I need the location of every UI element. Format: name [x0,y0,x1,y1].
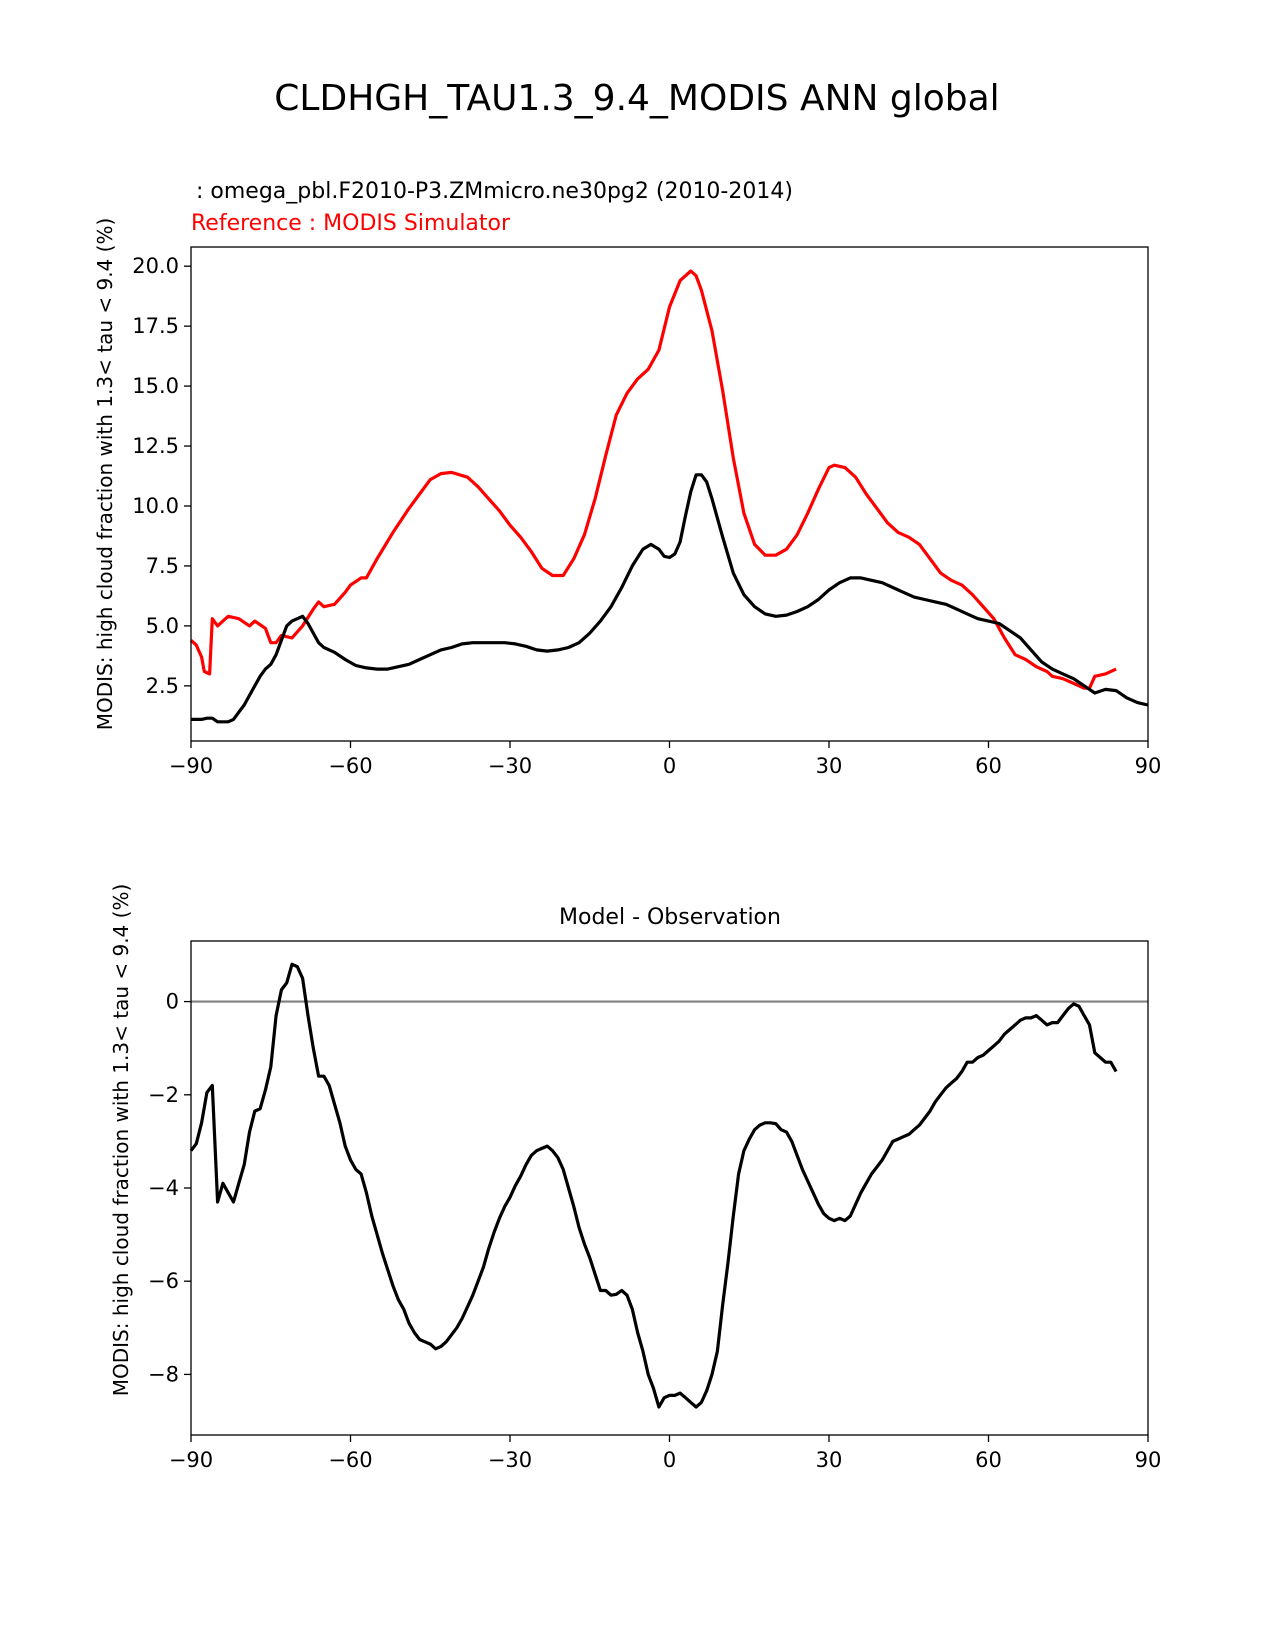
reference-label: Reference : MODIS Simulator [191,211,511,236]
top-y-tick-label: 10.0 [132,494,179,518]
top-series-line-model [191,473,1149,724]
bottom-x-tick-label: 60 [975,1448,1002,1472]
bottom-y-tick-label: −4 [148,1176,179,1200]
bottom-plot-area: −90 −60 −30 0 30 60 90 −8 −6 −4 −2 0 [148,940,1162,1472]
top-x-tick-label: 90 [1135,754,1162,778]
bottom-panel: Model - Observation MODIS: high cloud fr… [109,884,1161,1472]
top-y-tick-label: 20.0 [132,254,179,278]
top-y-tick-label: 5.0 [146,614,179,638]
bottom-x-tick-label: 90 [1135,1448,1162,1472]
top-series-line-reference-modis-simulator [189,269,1117,690]
top-x-tick-label: −30 [488,754,532,778]
figure-title: CLDHGH_TAU1.3_9.4_MODIS ANN global [274,78,999,119]
top-x-tick-label: 30 [816,754,843,778]
bottom-y-axis-label: MODIS: high cloud fraction with 1.3< tau… [109,884,133,1396]
bottom-x-tick-label: −30 [488,1448,532,1472]
bottom-series-line-model-observation [189,962,1118,1409]
top-plot-area: −90 −60 −30 0 30 60 90 2.5 5.0 7.5 10.0 12.5 15.0 17.… [132,246,1162,778]
bottom-x-tick-label: −60 [328,1448,372,1472]
bottom-y-tick-label: −8 [148,1362,179,1386]
bottom-y-tick-label: 0 [166,990,179,1014]
top-x-tick-label: 60 [975,754,1002,778]
test-label: : omega_pbl.F2010-P3.ZMmicro.ne30pg2 (20… [196,179,793,204]
top-y-tick-label: 7.5 [146,554,179,578]
bottom-panel-title: Model - Observation [559,905,781,930]
bottom-x-tick-label: 0 [663,1448,676,1472]
bottom-x-tick-label: 30 [816,1448,843,1472]
top-y-tick-label: 17.5 [132,314,179,338]
top-y-tick-label: 12.5 [132,434,179,458]
top-panel: : omega_pbl.F2010-P3.ZMmicro.ne30pg2 (20… [93,179,1161,778]
top-x-tick-label: 0 [663,754,676,778]
top-x-tick-label: −60 [328,754,372,778]
top-x-tick-label: −90 [169,754,213,778]
top-y-axis-label: MODIS: high cloud fraction with 1.3< tau… [93,218,117,730]
top-y-tick-label: 2.5 [146,674,179,698]
top-y-tick-label: 15.0 [132,374,179,398]
bottom-y-tick-label: −2 [148,1083,179,1107]
bottom-x-tick-label: −90 [169,1448,213,1472]
bottom-y-tick-label: −6 [148,1269,179,1293]
